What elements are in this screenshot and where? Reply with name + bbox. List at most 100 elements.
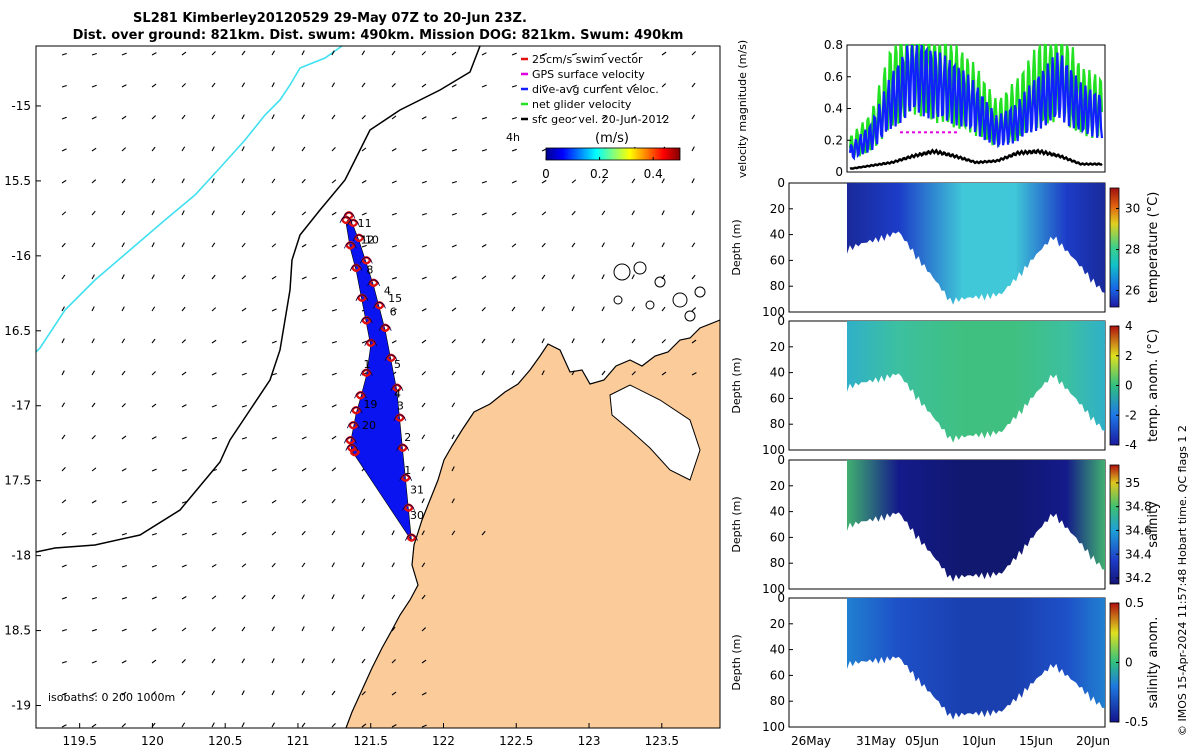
sfc-vector xyxy=(421,339,427,344)
sfc-vector xyxy=(91,84,97,88)
sfc-vector xyxy=(331,723,336,728)
sfc-vector xyxy=(691,146,695,152)
sfc-vector xyxy=(91,147,97,152)
x-tick-label: 123.5 xyxy=(645,734,679,748)
sfc-vector xyxy=(61,596,67,600)
sfc-vector xyxy=(121,723,126,728)
sfc-vector xyxy=(541,338,545,344)
sfc-vector xyxy=(361,562,365,568)
sfc-vector xyxy=(511,116,517,120)
sfc-vector xyxy=(181,436,187,440)
sfc-vector xyxy=(451,148,457,152)
sfc-vector xyxy=(481,338,486,344)
sfc-vector xyxy=(121,274,125,280)
sfc-vector xyxy=(631,52,637,56)
day-label: 3 xyxy=(397,400,404,413)
gps-marker xyxy=(918,131,921,134)
depth-tick-label: 0 xyxy=(777,453,785,467)
colorbar-gradient xyxy=(545,147,681,161)
sfc-vector xyxy=(241,275,247,280)
sfc-vector xyxy=(511,84,517,88)
sfc-vector xyxy=(511,338,516,344)
sfc-vector xyxy=(211,307,217,312)
sfc-vector xyxy=(241,626,246,632)
sfc-vector xyxy=(421,562,426,568)
day-label: 12 xyxy=(361,233,375,246)
sfc-vector xyxy=(511,274,516,280)
sfc-vector xyxy=(121,242,125,248)
gps-marker xyxy=(948,131,951,134)
depth-tick-label: 20 xyxy=(770,340,785,354)
sfc-vector xyxy=(271,50,276,56)
sfc-vector xyxy=(91,116,97,120)
depth-tick-label: 100 xyxy=(762,305,785,319)
sfc-vector xyxy=(541,306,545,312)
sfc-vector xyxy=(121,210,126,216)
sfc-vector xyxy=(271,690,275,696)
sfc-vector xyxy=(121,435,127,440)
sfc-vector xyxy=(361,82,366,88)
sfc-vector xyxy=(361,50,366,56)
sfc-vector xyxy=(601,306,605,312)
cbar-tick-label: 0 xyxy=(1125,379,1133,393)
track-scallop xyxy=(359,369,373,376)
glider-track xyxy=(339,211,418,542)
sfc-vector xyxy=(151,628,157,632)
sfc-vector xyxy=(451,370,456,376)
sfc-vector xyxy=(181,210,185,216)
depth-tick-label: 0 xyxy=(777,176,785,190)
sfc-vector xyxy=(91,274,95,280)
track-scallop xyxy=(402,504,415,511)
sfc-vector xyxy=(271,82,275,88)
sfc-vector xyxy=(121,115,127,120)
sfc-vector xyxy=(571,52,577,56)
island xyxy=(654,276,666,288)
sfc-vector xyxy=(391,276,397,280)
sfc-vector xyxy=(421,244,427,248)
sfc-vector xyxy=(391,530,395,536)
cbar-tick-label: 0.5 xyxy=(1125,596,1144,610)
sfc-vector xyxy=(571,210,576,216)
cbar-tick-label: 34.8 xyxy=(1125,500,1152,514)
sfc-vector xyxy=(121,500,127,504)
sfc-vector xyxy=(331,179,337,184)
vel-y-tick-label: 0.8 xyxy=(824,38,843,52)
sfc-vector xyxy=(301,436,307,440)
velocity-y-ticks: 0 0.2 0.4 0.6 0.8 xyxy=(824,38,851,179)
sfc-vector xyxy=(151,468,157,472)
sfc-vector xyxy=(241,50,246,56)
sfc-vector xyxy=(181,532,187,536)
sfc-vector xyxy=(211,404,217,408)
cbar-tick-label: 4 xyxy=(1125,319,1133,333)
y-tick-label: -18 xyxy=(11,549,31,563)
sfc-vector xyxy=(211,178,215,184)
gps-marker xyxy=(912,131,915,134)
sfc-vector xyxy=(241,178,245,184)
sfc-vector xyxy=(271,404,277,408)
track-scallop xyxy=(384,354,398,361)
track-scallop xyxy=(352,234,366,242)
velocity-series xyxy=(848,43,1104,170)
sfc-vector xyxy=(241,594,246,600)
sfc-vector xyxy=(181,564,187,568)
profile-field xyxy=(847,598,1105,720)
sfc-vector xyxy=(481,116,487,120)
track-scallop xyxy=(373,301,386,309)
sfc-vector xyxy=(61,148,67,152)
sfc-vector xyxy=(631,338,636,344)
sfc-vector xyxy=(421,276,427,280)
sfc-vector xyxy=(391,83,396,88)
sfc-vector xyxy=(151,146,156,152)
sfc-vector xyxy=(661,51,667,56)
gps-marker xyxy=(906,131,909,134)
sfc-vector xyxy=(61,242,66,248)
depth-tick-label: 80 xyxy=(770,556,785,570)
cbar-tick-label: -2 xyxy=(1125,408,1137,422)
sfc-vector xyxy=(271,114,275,120)
cbar-tick-label: 0 xyxy=(1125,656,1133,670)
profile-field xyxy=(847,321,1105,443)
sfc-vector xyxy=(181,146,186,152)
swim-vector xyxy=(349,448,361,457)
sfc-vector xyxy=(601,338,606,344)
